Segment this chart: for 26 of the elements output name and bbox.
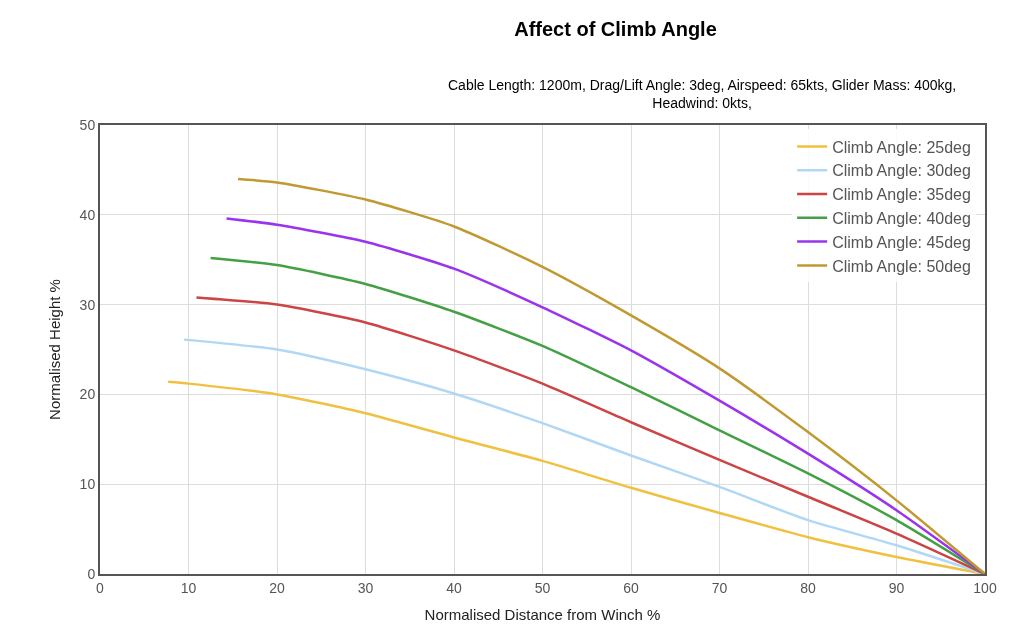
chart-title: Affect of Climb Angle — [514, 18, 717, 41]
y-tick-label: 10 — [79, 476, 96, 493]
y-tick-label: 40 — [79, 206, 96, 223]
x-tick-label: 90 — [888, 579, 905, 596]
y-axis-title: Normalised Height % — [46, 279, 64, 420]
legend-label: Climb Angle: 35deg — [832, 186, 971, 204]
chart-subtitle: Cable Length: 1200m, Drag/Lift Angle: 3deg, Airspeed: 65kts, Glider Mass: 400kg, Headwind: 0kts, — [448, 77, 957, 112]
legend-label: Climb Angle: 40deg — [832, 210, 971, 228]
legend-label: Climb Angle: 45deg — [832, 233, 971, 251]
x-tick-label: 100 — [973, 579, 997, 596]
legend-label: Climb Angle: 50deg — [832, 257, 971, 275]
y-tick-label: 0 — [87, 565, 96, 582]
x-tick-label: 40 — [446, 579, 462, 596]
x-tick-label: 20 — [269, 579, 285, 596]
x-tick-label: 30 — [357, 579, 374, 596]
x-tick-label: 50 — [534, 579, 551, 596]
y-tick-label: 30 — [79, 296, 96, 313]
y-tick-label: 50 — [79, 116, 96, 133]
y-tick-label: 20 — [79, 386, 96, 403]
x-tick-label: 80 — [800, 579, 816, 596]
legend-label: Climb Angle: 30deg — [832, 162, 971, 180]
x-tick-label: 10 — [180, 579, 197, 596]
legend-label: Climb Angle: 25deg — [832, 138, 971, 156]
x-axis-title: Normalised Distance from Winch % — [424, 606, 661, 624]
x-tick-label: 60 — [623, 579, 639, 596]
x-tick-label: 70 — [711, 579, 728, 596]
